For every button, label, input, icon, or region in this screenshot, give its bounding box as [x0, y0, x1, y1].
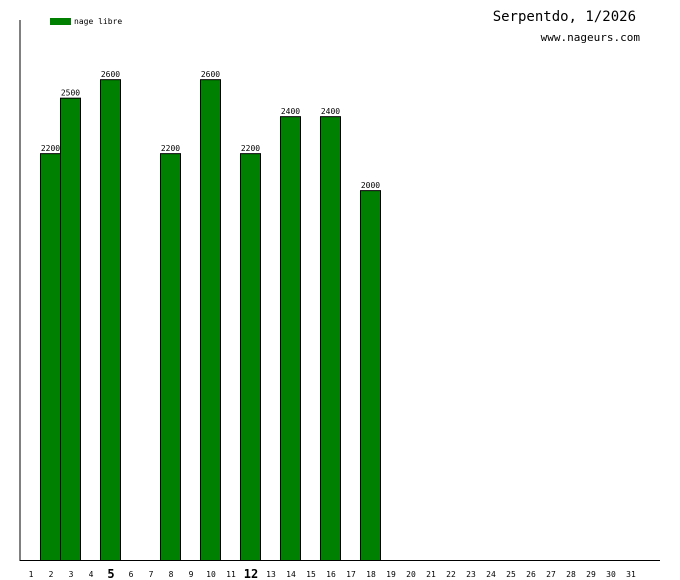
x-tick-label: 8 — [169, 570, 174, 579]
x-tick-label: 12 — [244, 567, 258, 580]
x-tick-label: 20 — [406, 570, 416, 579]
bar-value-label: 2000 — [361, 181, 380, 190]
bar — [320, 116, 341, 561]
legend-label: nage libre — [74, 17, 123, 26]
bar-value-label: 2500 — [61, 89, 80, 98]
x-tick-label: 6 — [129, 570, 134, 579]
bar-value-label: 2200 — [41, 144, 60, 153]
x-tick-label: 3 — [69, 570, 74, 579]
x-tick-label: 29 — [586, 570, 596, 579]
x-tick-label: 21 — [426, 570, 436, 579]
x-tick-label: 13 — [266, 570, 276, 579]
chart-subtitle: www.nageurs.com — [540, 31, 640, 44]
x-tick-label: 24 — [486, 570, 496, 579]
x-tick-label: 5 — [107, 567, 114, 580]
x-tick-label: 25 — [506, 570, 516, 579]
bar — [60, 97, 81, 561]
x-tick-label: 11 — [226, 570, 236, 579]
x-tick-label: 15 — [306, 570, 316, 579]
x-tick-label: 28 — [566, 570, 576, 579]
x-tick-label: 16 — [326, 570, 336, 579]
x-tick-label: 7 — [149, 570, 154, 579]
bar-value-label: 2400 — [321, 107, 340, 116]
x-tick-label: 17 — [346, 570, 356, 579]
bar — [360, 190, 381, 561]
bar-value-label: 2200 — [161, 144, 180, 153]
bar — [200, 79, 221, 562]
legend-swatch — [50, 18, 71, 25]
x-tick-label: 30 — [606, 570, 616, 579]
x-tick-label: 18 — [366, 570, 376, 579]
legend: nage libre — [50, 17, 122, 26]
bar — [160, 153, 181, 561]
x-tick-label: 2 — [49, 570, 54, 579]
bar-value-label: 2600 — [101, 70, 120, 79]
x-tick-label: 26 — [526, 570, 536, 579]
chart-title: Serpentdo, 1/2026 — [492, 9, 636, 25]
bar — [240, 153, 261, 561]
x-tick-label: 4 — [89, 570, 94, 579]
x-tick-label: 22 — [446, 570, 456, 579]
bar — [280, 116, 301, 561]
bar — [100, 79, 121, 562]
x-tick-label: 1 — [29, 570, 34, 579]
x-tick-label: 9 — [189, 570, 194, 579]
bar-value-label: 2400 — [281, 107, 300, 116]
bar-value-label: 2600 — [201, 70, 220, 79]
x-tick-label: 10 — [206, 570, 216, 579]
x-tick-label: 23 — [466, 570, 476, 579]
x-tick-label: 27 — [546, 570, 556, 579]
x-tick-label: 19 — [386, 570, 396, 579]
bar — [40, 153, 61, 561]
bar-value-label: 2200 — [241, 144, 260, 153]
x-tick-label: 14 — [286, 570, 296, 579]
x-tick-label: 31 — [626, 570, 636, 579]
